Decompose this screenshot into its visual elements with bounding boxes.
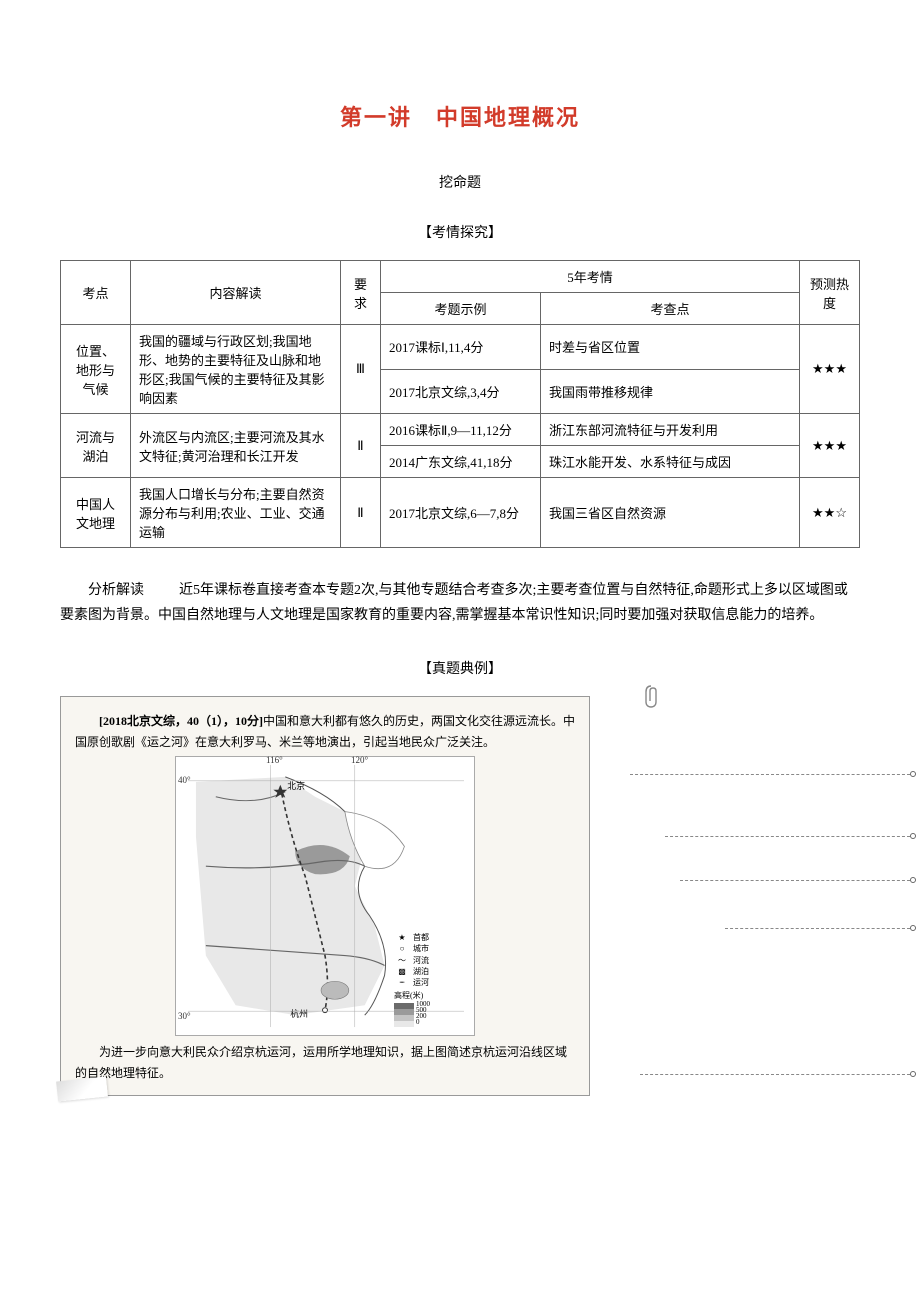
lat-label: 30° [178,1011,191,1021]
section-zhenti-label: 【真题典例】 [60,658,860,678]
table-cell: 时差与省区位置 [541,325,800,370]
map-legend: ★首都 ○城市 ～河流 ▩湖泊 ┉运河 高程(米) 1000 500 [394,933,466,1027]
figure-question: 为进一步向意大利民众介绍京杭运河，运用所学地理知识，据上图简述京杭运河沿线区域的… [75,1042,575,1083]
legend-river: 河流 [413,956,429,966]
city-label-beijing: 北京 [287,780,305,791]
analysis-text: 近5年课标卷直接考查本专题2次,与其他专题结合考查多次;主要考查位置与自然特征,… [60,583,848,623]
table-cell: 我国雨带推移规律 [541,369,800,414]
th-point: 考查点 [541,293,800,325]
th-topic: 考点 [61,261,131,325]
table-cell: 2014广东文综,41,18分 [381,446,541,478]
table-cell: Ⅱ [341,414,381,478]
table-cell: Ⅲ [341,325,381,414]
table-cell: 2017课标Ⅰ,11,4分 [381,325,541,370]
elevation-bar [394,1003,414,1027]
section-kaoqing-label: 【考情探究】 [60,222,860,242]
table-cell: 我国人口增长与分布;主要自然资源分布与利用;农业、工业、交通运输 [131,478,341,548]
city-label-hangzhou: 杭州 [290,1008,308,1019]
table-cell: 珠江水能开发、水系特征与成因 [541,446,800,478]
table-cell: 2017北京文综,6—7,8分 [381,478,541,548]
th-5year: 5年考情 [381,261,800,293]
lon-label: 120° [351,755,368,765]
table-cell: 浙江东部河流特征与开发利用 [541,414,800,446]
table-cell: Ⅱ [341,478,381,548]
table-row: 河流与 湖泊 [61,414,131,478]
page-fold-icon [56,1076,108,1101]
table-cell: ★★★ [800,325,860,414]
figure-container: [2018北京文综，40（1），10分]中国和意大利都有悠久的历史，两国文化交往… [60,696,860,1096]
legend-lake: 湖泊 [413,967,429,977]
table-cell: 我国三省区自然资源 [541,478,800,548]
legend-city: 城市 [413,944,429,954]
legend-capital: 首都 [413,933,429,943]
th-example: 考题示例 [381,293,541,325]
elev-val: 0 [416,1019,430,1025]
th-heat: 预测热度 [800,261,860,325]
subtitle: 挖命题 [60,172,860,192]
page-title: 第一讲 中国地理概况 [60,100,860,132]
lon-label: 116° [266,755,283,765]
figure-source-label: [2018北京文综，40（1），10分] [99,714,263,728]
analysis-label: 分析解读 [88,583,144,598]
figure-card: [2018北京文综，40（1），10分]中国和意大利都有悠久的历史，两国文化交往… [60,696,590,1096]
exam-table: 考点 内容解读 要求 5年考情 预测热度 考题示例 考查点 位置、 地形与 气候… [60,260,860,548]
figure-intro: [2018北京文综，40（1），10分]中国和意大利都有悠久的历史，两国文化交往… [75,711,575,752]
table-cell: 2017北京文综,3,4分 [381,369,541,414]
table-cell: 我国的疆域与行政区划;我国地形、地势的主要特征及山脉和地形区;我国气候的主要特征… [131,325,341,414]
legend-elev-title: 高程(米) [394,991,466,1001]
elev-seg [394,1021,414,1027]
table-cell: 外流区与内流区;主要河流及其水文特征;黄河治理和长江开发 [131,414,341,478]
table-cell: ★★★ [800,414,860,478]
analysis-paragraph: 分析解读 近5年课标卷直接考查本专题2次,与其他专题结合考查多次;主要考查位置与… [60,578,860,628]
th-content: 内容解读 [131,261,341,325]
table-cell: ★★☆ [800,478,860,548]
table-row: 中国人 文地理 [61,478,131,548]
canal-map: 116° 120° 40° 30° [175,756,475,1036]
table-row: 位置、 地形与 气候 [61,325,131,414]
paperclip-icon [642,684,660,710]
th-req: 要求 [341,261,381,325]
lat-label: 40° [178,775,191,785]
table-cell: 2016课标Ⅱ,9—11,12分 [381,414,541,446]
legend-canal: 运河 [413,978,429,988]
